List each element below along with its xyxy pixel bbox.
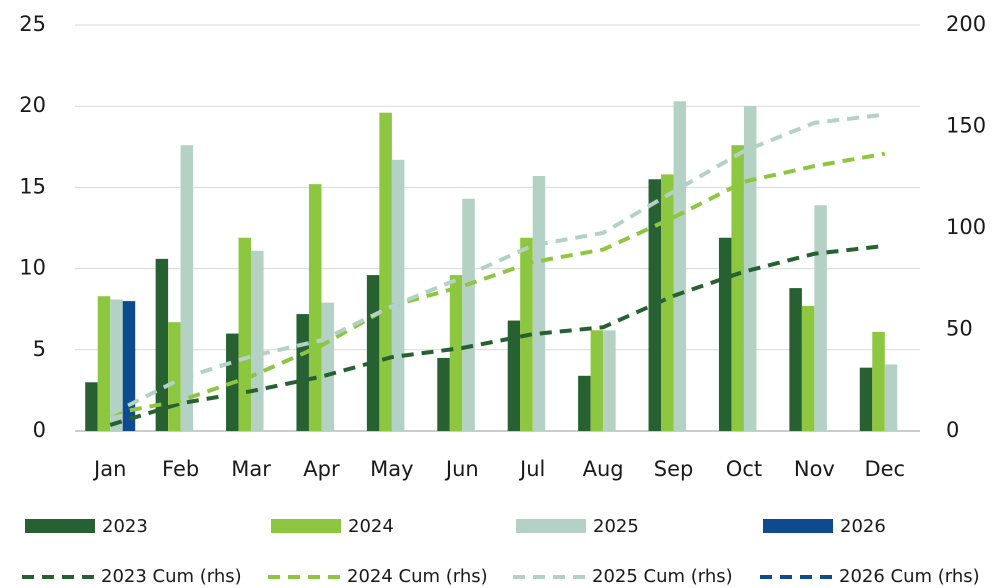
x-tick-label: Jan: [92, 457, 126, 481]
bar: [507, 320, 521, 431]
x-tick-label: Oct: [726, 457, 762, 481]
bar: [661, 174, 674, 431]
legend-swatch: [516, 519, 586, 533]
x-tick-label: Dec: [864, 457, 905, 481]
bar: [308, 184, 322, 431]
x-tick-label: Aug: [583, 457, 624, 481]
bar: [379, 112, 392, 432]
legend-label: 2023 Cum (rhs): [101, 566, 242, 587]
bar: [110, 299, 123, 431]
bar: [122, 301, 136, 431]
legend-label: 2024: [348, 516, 394, 537]
bar: [366, 275, 380, 431]
x-tick-label: Mar: [231, 457, 271, 481]
y2-tick-label: 150: [946, 114, 986, 138]
bar: [296, 314, 309, 431]
y-tick-label: 20: [19, 93, 46, 117]
bar: [321, 302, 334, 431]
x-tick-label: Nov: [794, 457, 835, 481]
bar: [578, 375, 591, 431]
x-tick-label: Sep: [654, 457, 694, 481]
bar: [872, 331, 885, 431]
bar: [437, 357, 450, 431]
y-tick-label: 5: [33, 337, 46, 361]
x-tick-label: May: [370, 457, 413, 481]
bar: [391, 159, 405, 432]
bar: [884, 364, 898, 431]
bar: [859, 367, 873, 431]
legend-label: 2025: [593, 516, 639, 537]
bar: [673, 101, 687, 431]
y-tick-label: 10: [19, 256, 46, 280]
bar: [814, 205, 827, 431]
bar: [648, 179, 662, 431]
bar: [801, 305, 815, 431]
bar: [603, 330, 616, 431]
y-tick-label: 0: [33, 418, 46, 442]
legend-swatch: [763, 519, 833, 533]
legend-label: 2025 Cum (rhs): [592, 566, 733, 587]
legend-swatch: [271, 519, 341, 533]
x-tick-label: Apr: [303, 457, 340, 481]
bar: [532, 176, 546, 431]
y2-tick-label: 50: [946, 317, 973, 341]
bar: [449, 275, 463, 431]
cum-line: [109, 243, 886, 427]
legend-label: 2026 Cum (rhs): [839, 566, 980, 587]
bar: [731, 145, 744, 431]
bar: [718, 237, 732, 431]
bar: [85, 382, 98, 431]
y2-tick-label: 200: [946, 12, 986, 36]
x-tick-label: Feb: [162, 457, 199, 481]
y-tick-label: 25: [19, 12, 46, 36]
bar: [168, 322, 181, 431]
bar: [251, 250, 264, 431]
bar: [462, 198, 475, 431]
bar: [180, 145, 194, 431]
y2-tick-label: 0: [946, 418, 959, 442]
y2-tick-label: 100: [946, 215, 986, 239]
bar: [97, 296, 111, 431]
cum-line: [109, 151, 886, 417]
x-tick-label: Jul: [518, 457, 545, 481]
cum-line: [109, 112, 886, 417]
legend-label: 2026: [840, 516, 886, 537]
legend-label: 2023: [102, 516, 148, 537]
x-tick-label: Jun: [444, 457, 479, 481]
bar: [789, 288, 802, 431]
bar: [238, 237, 252, 431]
bar: [590, 330, 604, 431]
legend-label: 2024 Cum (rhs): [347, 566, 488, 587]
y-tick-label: 15: [19, 174, 46, 198]
legend-swatch: [25, 519, 95, 533]
